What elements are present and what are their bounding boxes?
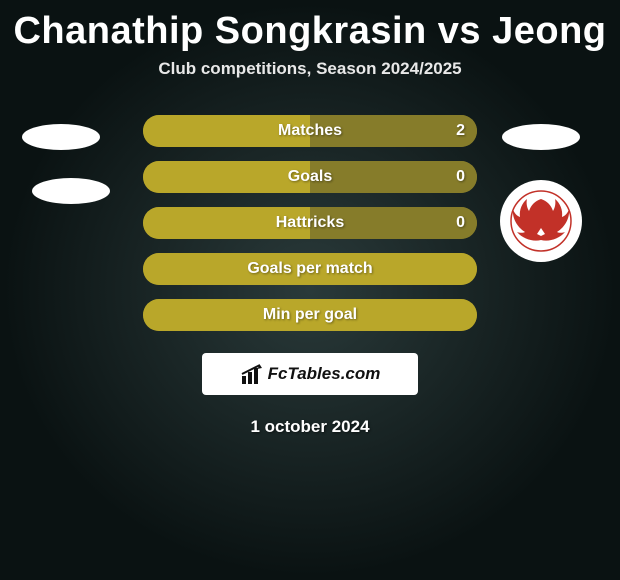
stat-value-right: 2 bbox=[456, 122, 465, 140]
stat-row: Matches 2 bbox=[143, 115, 477, 147]
content-root: Chanathip Songkrasin vs Jeong Club compe… bbox=[0, 0, 620, 580]
fctables-logo: FcTables.com bbox=[202, 353, 418, 395]
stat-label: Min per goal bbox=[263, 306, 357, 324]
page-title: Chanathip Songkrasin vs Jeong bbox=[13, 10, 606, 53]
stat-value-right: 0 bbox=[456, 214, 465, 232]
update-date: 1 october 2024 bbox=[250, 417, 369, 437]
page-subtitle: Club competitions, Season 2024/2025 bbox=[158, 59, 461, 79]
stat-label: Goals bbox=[288, 168, 332, 186]
bars-icon bbox=[240, 362, 264, 386]
stat-label: Matches bbox=[278, 122, 342, 140]
stat-label: Goals per match bbox=[247, 260, 372, 278]
stat-row: Goals 0 bbox=[143, 161, 477, 193]
stat-row: Min per goal bbox=[143, 299, 477, 331]
stat-label: Hattricks bbox=[276, 214, 344, 232]
stat-rows: Matches 2 Goals 0 Hattricks 0 Goals per match M… bbox=[0, 115, 620, 331]
stat-fill-right bbox=[310, 161, 477, 193]
stat-row: Hattricks 0 bbox=[143, 207, 477, 239]
stat-fill-left bbox=[143, 161, 310, 193]
stat-value-right: 0 bbox=[456, 168, 465, 186]
fctables-logo-text: FcTables.com bbox=[268, 364, 381, 384]
stat-row: Goals per match bbox=[143, 253, 477, 285]
